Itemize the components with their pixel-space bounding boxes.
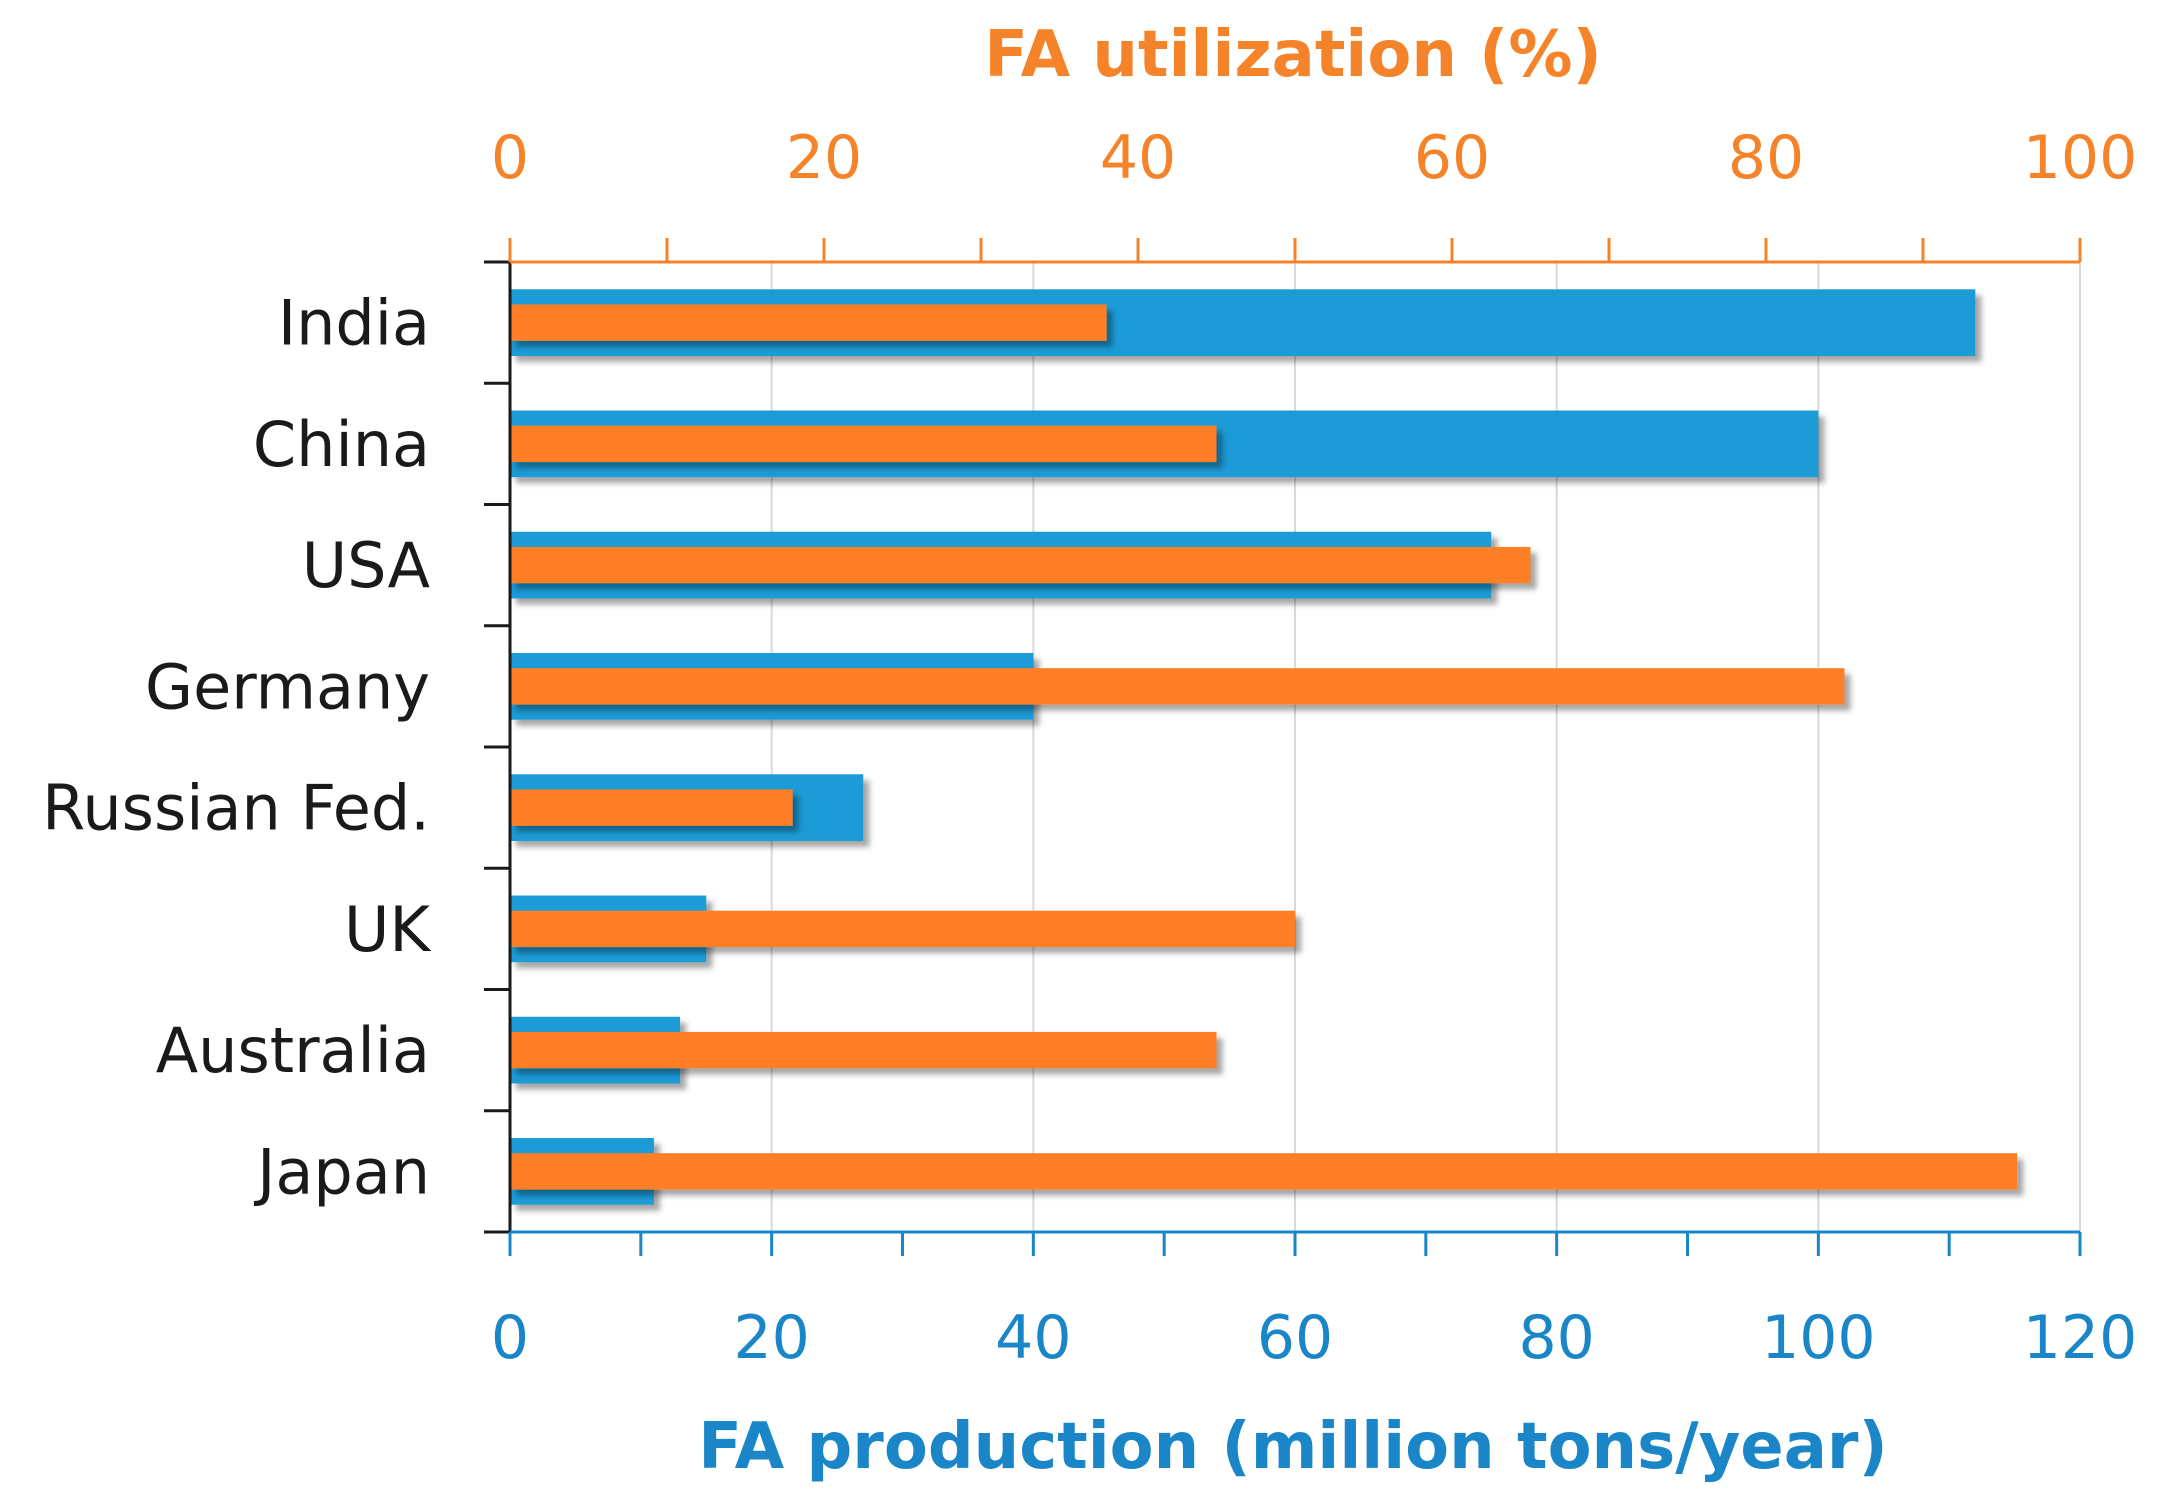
axes: 0 20 40 60 80 100 0 20 40 60 80 100 120 bbox=[484, 123, 2137, 1373]
utilization-bar-usa bbox=[510, 546, 1531, 584]
utilization-bars bbox=[510, 304, 2018, 1190]
gridlines bbox=[770, 262, 2081, 1232]
category-labels: India China USA Germany Russian Fed. UK Austra… bbox=[42, 287, 431, 1209]
top-axis-tick-label: 100 bbox=[2023, 123, 2138, 193]
top-axis-tick-label: 80 bbox=[1728, 123, 1804, 193]
category-label: Germany bbox=[145, 650, 430, 723]
bottom-axis-tick-label: 100 bbox=[1761, 1303, 1876, 1373]
bottom-axis-tick-label: 20 bbox=[733, 1303, 809, 1373]
category-label: India bbox=[278, 287, 430, 360]
bottom-axis-tick-label: 40 bbox=[995, 1303, 1071, 1373]
bottom-axis-tick-label: 0 bbox=[491, 1303, 529, 1373]
category-label: Japan bbox=[253, 1135, 430, 1208]
bottom-axis-title: FA production (million tons/year) bbox=[698, 1410, 1887, 1484]
category-label: Australia bbox=[156, 1014, 430, 1087]
top-axis-tick-label: 20 bbox=[786, 123, 862, 193]
category-label: Russian Fed. bbox=[42, 772, 430, 845]
top-axis-tick-label: 60 bbox=[1414, 123, 1490, 193]
bottom-axis-tick-label: 120 bbox=[2023, 1303, 2138, 1373]
utilization-bar-india bbox=[510, 304, 1107, 341]
top-axis-tick-label: 40 bbox=[1100, 123, 1176, 193]
bottom-axis-tick-label: 80 bbox=[1518, 1303, 1594, 1373]
utilization-bar-uk bbox=[510, 910, 1295, 948]
utilization-bar-russian-fed bbox=[510, 789, 793, 826]
utilization-bar-australia bbox=[510, 1031, 1217, 1069]
utilization-bar-japan bbox=[510, 1153, 2018, 1190]
utilization-bar-germany bbox=[510, 668, 1845, 705]
category-label: UK bbox=[344, 893, 431, 966]
utilization-bar-china bbox=[510, 425, 1217, 463]
bottom-axis-tick-label: 60 bbox=[1257, 1303, 1333, 1373]
top-axis-title: FA utilization (%) bbox=[984, 18, 1602, 92]
category-label: China bbox=[253, 408, 430, 481]
top-axis-tick-label: 0 bbox=[491, 123, 529, 193]
category-label: USA bbox=[302, 529, 430, 602]
